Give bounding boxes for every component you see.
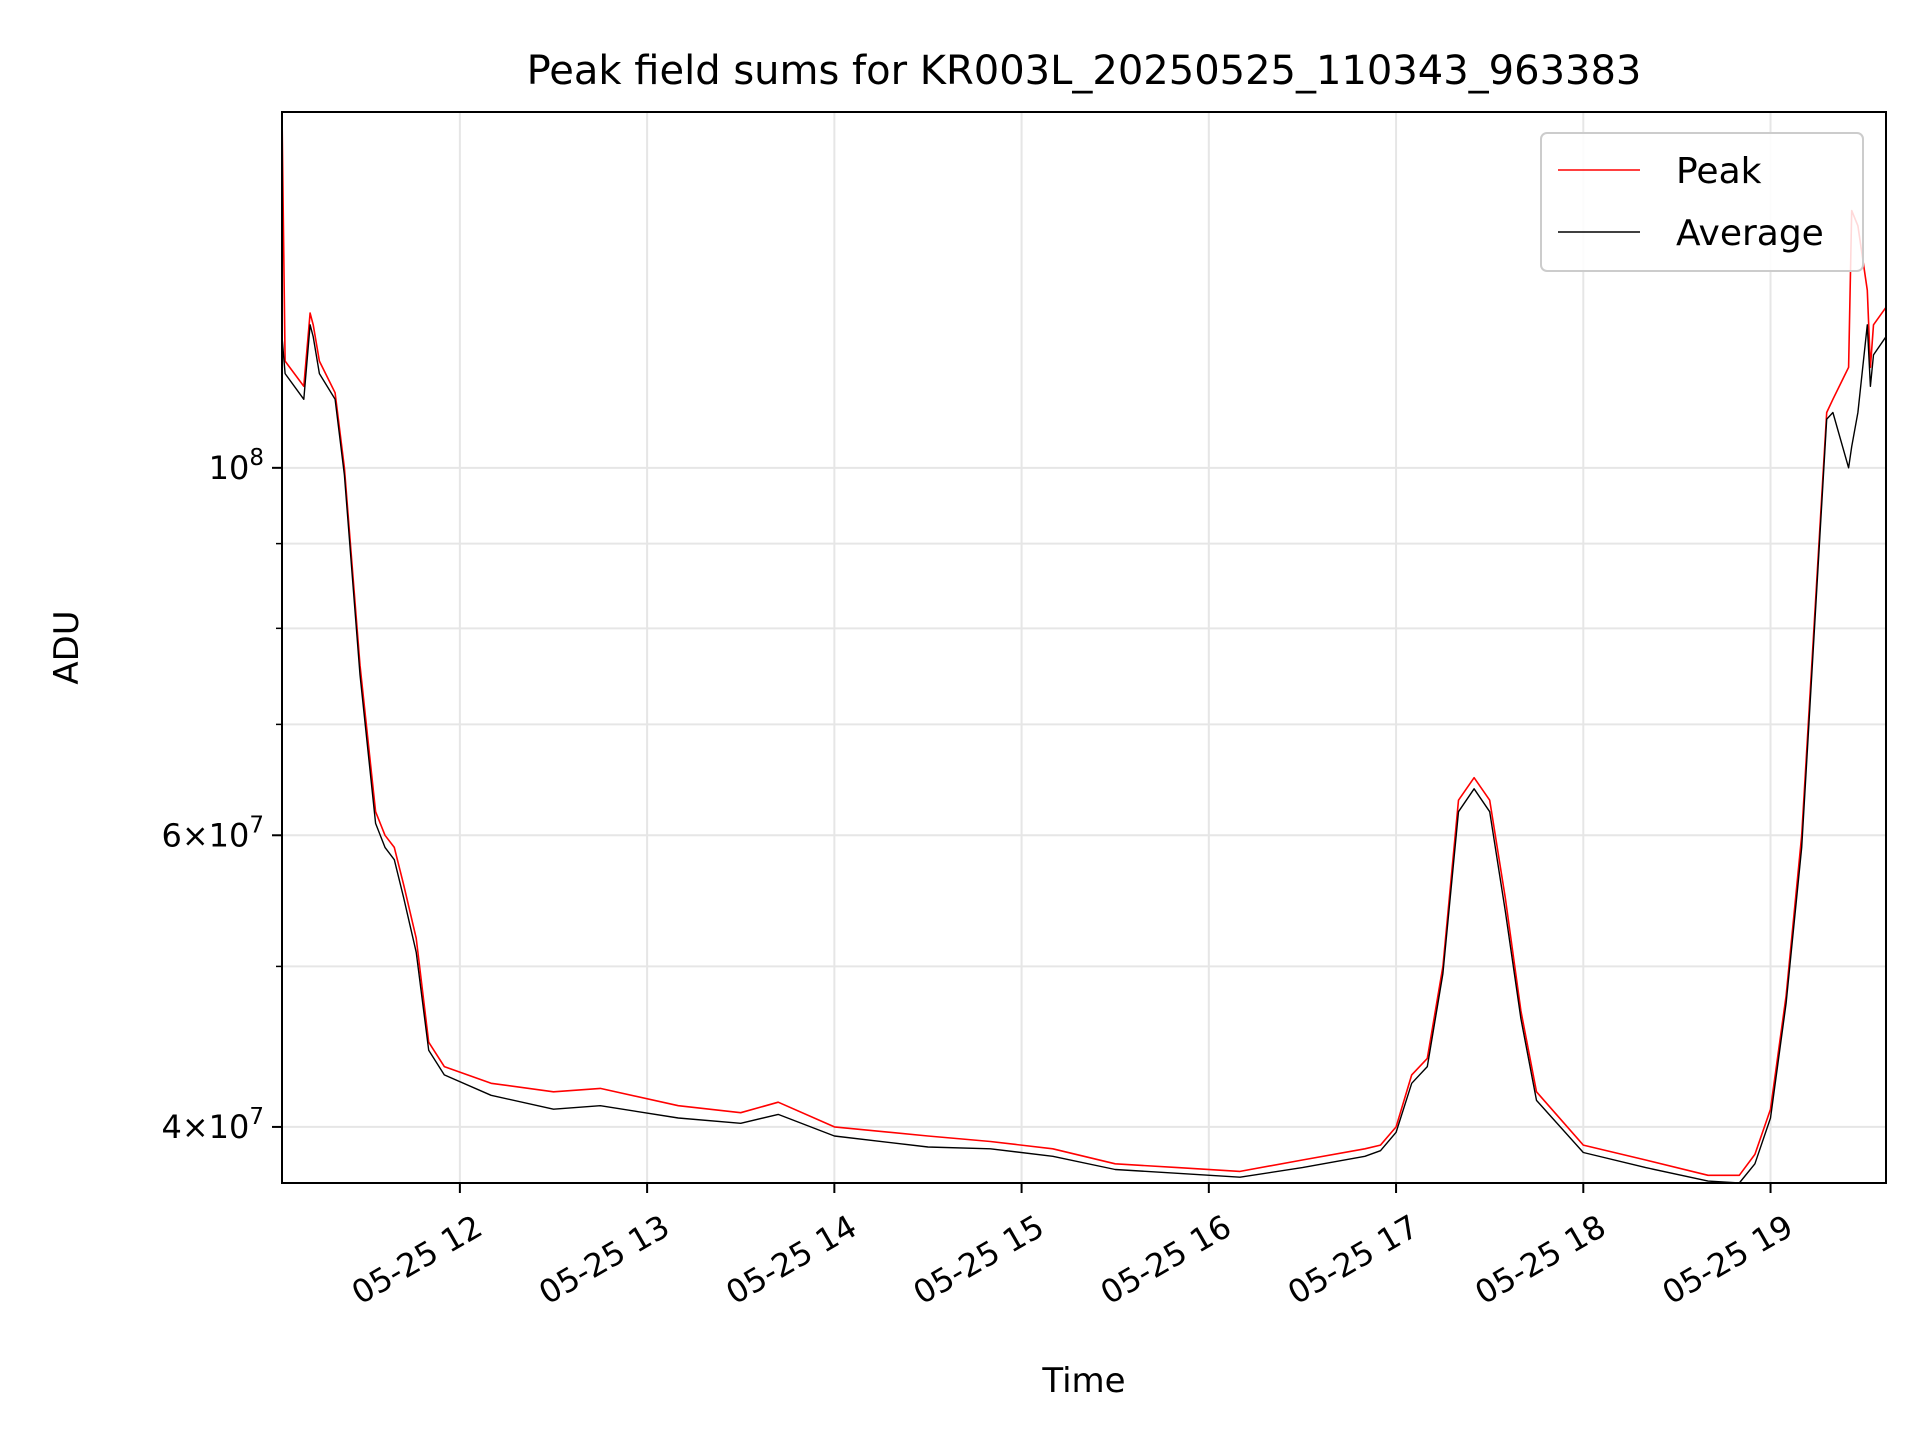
series-line-average xyxy=(281,324,1887,1184)
grid xyxy=(282,112,1886,1183)
y-tick-mant: 10 xyxy=(209,816,250,854)
y-tick-mant: 10 xyxy=(209,449,250,487)
y-tick-exponent: 7 xyxy=(249,1104,264,1130)
legend-label: Average xyxy=(1676,213,1824,254)
series-line-peak xyxy=(281,111,1887,1177)
x-axis-label: Time xyxy=(1041,1361,1125,1401)
y-tick-exponent: 8 xyxy=(249,445,264,471)
y-tick-label: 4×107 xyxy=(161,1104,264,1146)
y-tick-mant: 10 xyxy=(209,1108,250,1146)
series-lines xyxy=(281,111,1887,1184)
chart-title: Peak field sums for KR003L_20250525_1103… xyxy=(527,48,1642,94)
y-tick-exponent: 7 xyxy=(249,812,264,838)
legend-box xyxy=(1540,132,1864,272)
legend-label: Peak xyxy=(1676,151,1762,192)
legend: Peak Average xyxy=(1540,132,1864,272)
y-tick-times: × xyxy=(182,816,209,854)
y-axis-label: ADU xyxy=(47,610,87,684)
y-tick-label: 6×107 xyxy=(161,812,264,854)
y-tick-base: 6 xyxy=(161,816,181,854)
y-tick-base: 4 xyxy=(161,1108,181,1146)
y-tick-times: × xyxy=(182,1108,209,1146)
plot-frame xyxy=(281,111,1887,1184)
y-tick-label: 108 xyxy=(209,445,264,487)
